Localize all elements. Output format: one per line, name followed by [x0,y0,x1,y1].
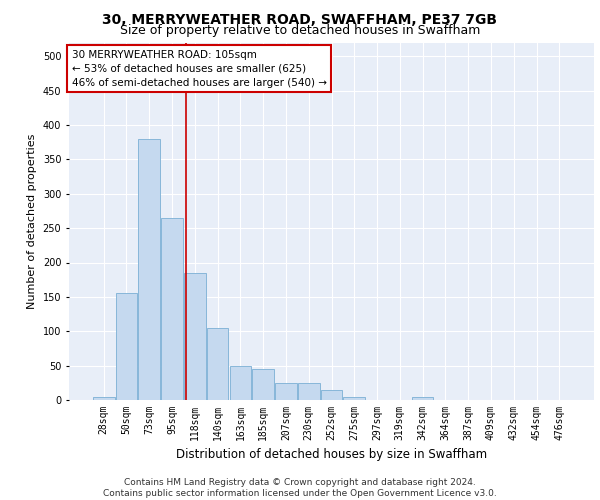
Text: Size of property relative to detached houses in Swaffham: Size of property relative to detached ho… [120,24,480,37]
Bar [253,369,274,400]
Bar [116,294,137,400]
X-axis label: Distribution of detached houses by size in Swaffham: Distribution of detached houses by size … [176,448,487,462]
Bar [298,383,320,400]
Bar [320,390,343,400]
Bar [412,396,433,400]
Bar [343,396,365,400]
Bar [161,218,183,400]
Bar [184,273,206,400]
Bar [207,328,229,400]
Bar [230,366,251,400]
Bar [139,138,160,400]
Bar [93,396,115,400]
Bar [275,383,297,400]
Text: Contains HM Land Registry data © Crown copyright and database right 2024.
Contai: Contains HM Land Registry data © Crown c… [103,478,497,498]
Text: 30 MERRYWEATHER ROAD: 105sqm
← 53% of detached houses are smaller (625)
46% of s: 30 MERRYWEATHER ROAD: 105sqm ← 53% of de… [71,50,326,88]
Text: 30, MERRYWEATHER ROAD, SWAFFHAM, PE37 7GB: 30, MERRYWEATHER ROAD, SWAFFHAM, PE37 7G… [103,12,497,26]
Y-axis label: Number of detached properties: Number of detached properties [27,134,37,309]
